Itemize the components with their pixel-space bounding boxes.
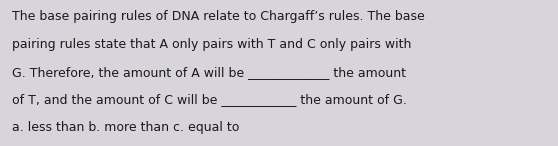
Text: of T, and the amount of C will be ____________ the amount of G.: of T, and the amount of C will be ______… (12, 93, 407, 106)
Text: a. less than b. more than c. equal to: a. less than b. more than c. equal to (12, 121, 239, 134)
Text: The base pairing rules of DNA relate to Chargaff’s rules. The base: The base pairing rules of DNA relate to … (12, 10, 425, 23)
Text: pairing rules state that A only pairs with T and C only pairs with: pairing rules state that A only pairs wi… (12, 38, 412, 51)
Text: G. Therefore, the amount of A will be _____________ the amount: G. Therefore, the amount of A will be __… (12, 66, 406, 79)
